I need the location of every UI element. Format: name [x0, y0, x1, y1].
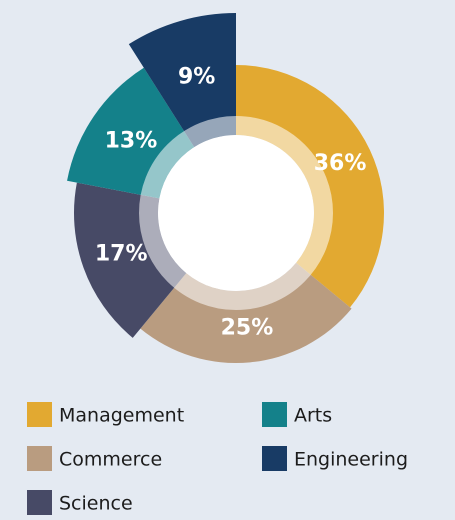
- legend-swatch: [262, 402, 287, 427]
- inner-band: [139, 116, 333, 310]
- value-label: 36%: [314, 151, 367, 176]
- legend-label: Engineering: [294, 449, 408, 471]
- legend-label: Arts: [294, 405, 332, 427]
- value-label: 13%: [105, 129, 158, 154]
- donut-hole: [158, 135, 314, 291]
- legend-swatch: [27, 446, 52, 471]
- value-label: 17%: [95, 241, 148, 266]
- legend-label: Commerce: [59, 449, 162, 471]
- legend-swatch: [27, 402, 52, 427]
- legend-label: Science: [59, 493, 133, 515]
- legend-swatch: [27, 490, 52, 515]
- slice: [128, 13, 236, 148]
- value-label: 25%: [221, 315, 274, 340]
- legend-swatch: [262, 446, 287, 471]
- legend-label: Management: [59, 405, 184, 427]
- value-label: 9%: [178, 65, 215, 90]
